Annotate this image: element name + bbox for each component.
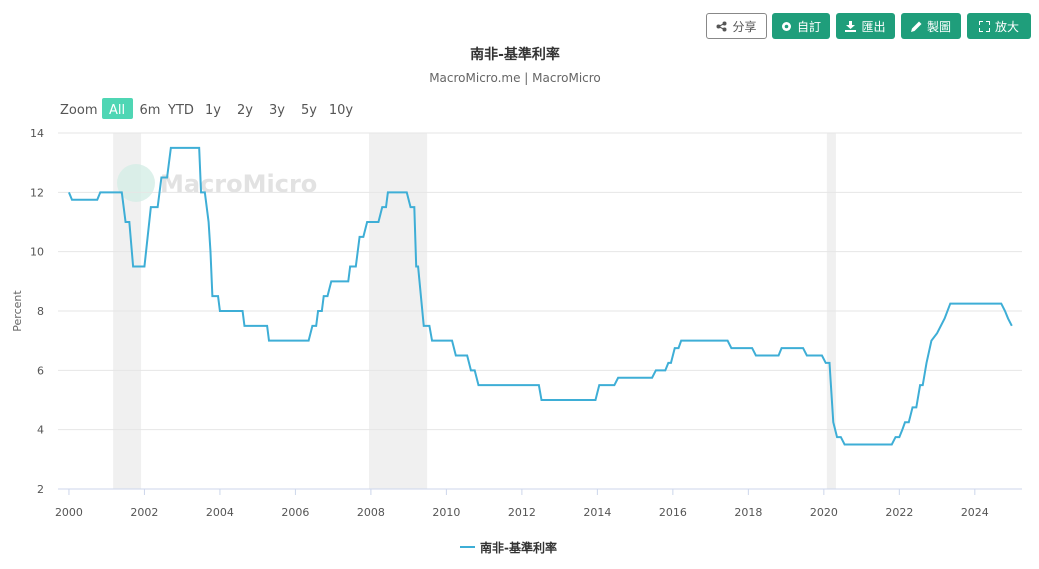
button-label: 分享 (732, 19, 757, 34)
zoom-option[interactable]: 10y (329, 103, 354, 118)
gear-icon (781, 21, 791, 31)
x-tick-label: 2008 (357, 506, 385, 519)
customize-button[interactable]: 自訂 (772, 13, 830, 39)
x-tick-label: 2002 (130, 506, 158, 519)
x-tick-label: 2018 (734, 506, 762, 519)
zoom-option[interactable]: 1y (205, 103, 221, 118)
zoom-option[interactable]: 6m (140, 103, 161, 118)
download-icon (845, 20, 857, 32)
x-tick-label: 2006 (281, 506, 309, 519)
x-tick-label: 2022 (885, 506, 913, 519)
y-tick-label: 14 (30, 127, 44, 140)
x-tick-label: 2010 (432, 506, 460, 519)
button-label: 放大 (994, 19, 1019, 34)
data-line (68, 146, 1013, 446)
zoom-option[interactable]: 3y (269, 103, 285, 118)
button-label: 自訂 (796, 19, 821, 34)
x-tick-label: 2014 (583, 506, 611, 519)
zoom-option[interactable]: 2y (237, 103, 253, 118)
x-tick-label: 2016 (659, 506, 687, 519)
x-tick-label: 2004 (206, 506, 234, 519)
button-label: 製圖 (926, 19, 951, 34)
zoom-option[interactable]: 5y (301, 103, 317, 118)
button-label: 匯出 (861, 19, 886, 34)
x-tick-label: 2024 (961, 506, 989, 519)
pencil-icon (910, 21, 922, 32)
x-tick-label: 2012 (508, 506, 536, 519)
x-tick-label: 2000 (55, 506, 83, 519)
chart-title: 南非-基準利率 (470, 46, 560, 63)
x-tick-label: 2020 (810, 506, 838, 519)
zoom-active-bg (102, 98, 133, 119)
draw-button[interactable]: 製圖 (901, 13, 961, 39)
y-axis-label: Percent (11, 290, 24, 332)
chart-subtitle: MacroMicro.me | MacroMicro (429, 71, 601, 85)
watermark: MacroMicro (160, 170, 317, 198)
export-button[interactable]: 匯出 (836, 13, 895, 39)
zoom-option[interactable]: All (109, 103, 125, 118)
share-icon (716, 21, 727, 31)
zoom-option[interactable]: YTD (167, 103, 194, 118)
y-tick-label: 4 (37, 424, 44, 437)
y-tick-label: 10 (30, 246, 44, 259)
y-tick-label: 6 (37, 364, 44, 377)
y-tick-label: 2 (37, 483, 44, 496)
share-button[interactable]: 分享 (706, 13, 767, 39)
expand-button[interactable]: 放大 (967, 13, 1031, 39)
legend-label[interactable]: 南非-基準利率 (480, 540, 557, 555)
zoom-label: Zoom (60, 103, 97, 118)
y-tick-label: 12 (30, 186, 44, 199)
y-tick-label: 8 (37, 305, 44, 318)
